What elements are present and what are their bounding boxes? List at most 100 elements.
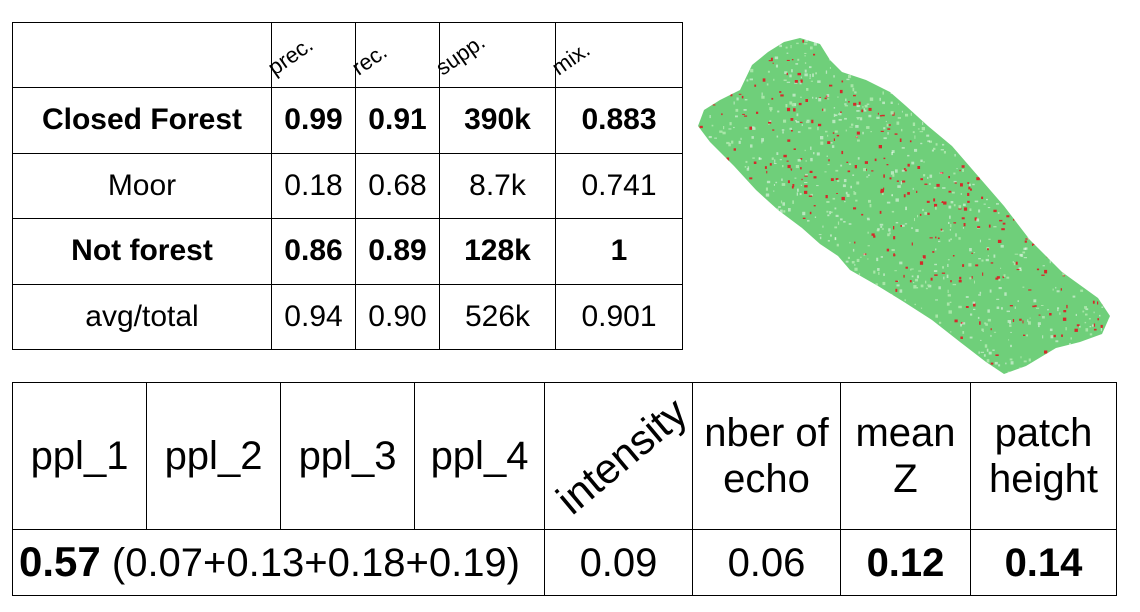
- map-pixel: [698, 276, 701, 279]
- map-pixel: [1111, 311, 1114, 312]
- map-pixel: [843, 340, 846, 343]
- map-pixel: [834, 237, 837, 241]
- map-pixel: [1050, 33, 1052, 34]
- map-pixel: [827, 141, 831, 144]
- feature-header-row: ppl_1 ppl_2 ppl_3 ppl_4 intensity nber o…: [12, 382, 1117, 530]
- map-pixel: [934, 46, 939, 50]
- map-pixel: [776, 264, 779, 267]
- map-pixel: [959, 276, 962, 280]
- map-pixel: [847, 360, 849, 364]
- map-pixel: [804, 52, 807, 54]
- map-pixel: [1028, 38, 1032, 40]
- map-pixel: [1096, 150, 1100, 153]
- map-pixel: [1008, 50, 1012, 52]
- map-pixel: [816, 335, 818, 340]
- map-pixel: [732, 364, 736, 368]
- map-pixel: [1041, 194, 1045, 198]
- table-row: Closed Forest 0.99 0.91 390k 0.883: [12, 87, 683, 154]
- rec-cell: 0.68: [355, 152, 440, 219]
- map-pixel: [913, 324, 915, 326]
- map-pixel: [1002, 275, 1005, 279]
- map-pixel: [782, 165, 784, 168]
- map-pixel: [929, 369, 932, 373]
- map-pixel: [797, 351, 802, 355]
- map-pixel: [930, 277, 933, 281]
- map-pixel: [809, 77, 811, 79]
- map-pixel: [798, 304, 802, 308]
- map-pixel: [1129, 100, 1131, 102]
- map-pixel: [1029, 86, 1031, 89]
- map-pixel: [745, 160, 748, 163]
- map-pixel: [792, 184, 795, 187]
- map-pixel: [893, 362, 898, 365]
- map-pixel: [712, 104, 716, 106]
- map-pixel: [770, 288, 774, 291]
- map-pixel: [954, 353, 958, 357]
- map-pixel: [1081, 83, 1085, 87]
- map-pixel: [1117, 321, 1118, 323]
- map-pixel: [1109, 147, 1110, 150]
- map-pixel: [1024, 199, 1026, 202]
- map-pixel: [1071, 356, 1073, 359]
- map-pixel: [866, 36, 867, 38]
- map-pixel: [822, 331, 825, 333]
- map-pixel: [800, 167, 802, 170]
- map-pixel: [1054, 365, 1056, 368]
- map-pixel: [804, 62, 807, 64]
- map-pixel: [709, 361, 711, 364]
- map-pixel: [1106, 67, 1109, 71]
- map-pixel: [895, 288, 898, 292]
- map-pixel: [1048, 103, 1051, 105]
- map-pixel: [1128, 229, 1129, 232]
- map-pixel: [937, 237, 940, 239]
- map-pixel: [1112, 116, 1115, 118]
- map-pixel: [1089, 326, 1092, 328]
- map-pixel: [790, 168, 793, 170]
- map-pixel: [754, 266, 756, 269]
- feature-ppl-4: ppl_4: [414, 382, 545, 530]
- map-pixel: [883, 127, 886, 130]
- map-pixel: [1072, 170, 1075, 174]
- map-pixel: [909, 345, 913, 349]
- map-pixel: [990, 334, 992, 337]
- map-pixel: [701, 105, 704, 108]
- map-pixel: [1071, 351, 1074, 355]
- feature-intensity: intensity: [544, 382, 696, 530]
- map-pixel: [877, 268, 880, 271]
- map-pixel: [972, 183, 975, 186]
- map-pixel: [1035, 97, 1039, 100]
- map-pixel: [704, 361, 708, 364]
- header-prec-label: prec.: [263, 31, 318, 81]
- map-pixel: [786, 81, 791, 83]
- map-pixel: [827, 352, 830, 355]
- map-pixel: [1119, 233, 1121, 234]
- map-pixel: [963, 223, 966, 227]
- map-pixel: [1120, 235, 1121, 238]
- map-pixel: [1040, 366, 1043, 371]
- map-pixel: [1119, 129, 1121, 131]
- map-pixel: [733, 210, 736, 213]
- map-pixel: [770, 39, 773, 44]
- rec-cell: 0.90: [355, 283, 440, 350]
- map-pixel: [1020, 356, 1022, 359]
- map-pixel: [840, 218, 843, 221]
- map-pixel: [737, 370, 740, 374]
- map-pixel: [1012, 180, 1015, 184]
- map-pixel: [1122, 116, 1124, 119]
- map-pixel: [764, 166, 767, 169]
- map-pixel: [969, 336, 973, 339]
- map-pixel: [899, 138, 902, 142]
- map-pixel: [978, 258, 981, 260]
- map-pixel: [698, 340, 701, 342]
- map-pixel: [795, 280, 799, 284]
- map-pixel: [854, 165, 857, 169]
- map-pixel: [1018, 102, 1023, 106]
- map-pixel: [832, 365, 834, 367]
- map-pixel: [1069, 258, 1071, 260]
- map-pixel: [919, 115, 923, 117]
- map-pixel: [810, 80, 813, 82]
- map-pixel: [1117, 273, 1120, 275]
- map-pixel: [863, 109, 867, 112]
- map-pixel: [836, 35, 839, 37]
- map-pixel: [963, 207, 968, 211]
